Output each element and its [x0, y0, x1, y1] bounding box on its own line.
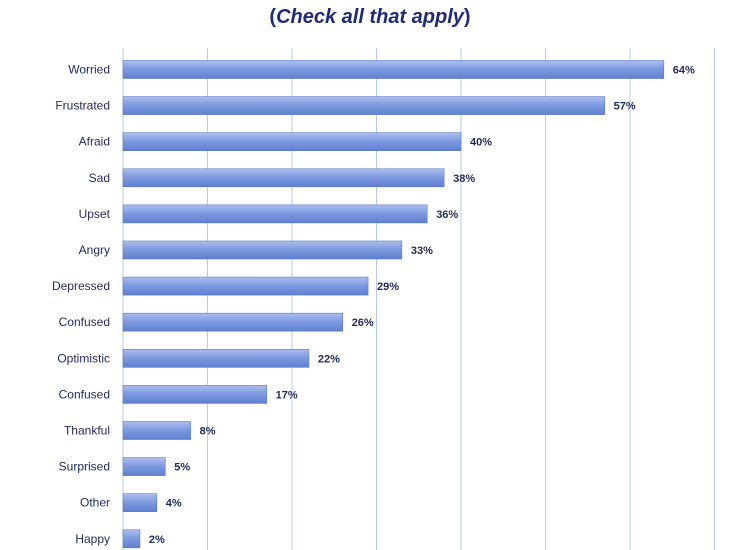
bar	[122, 312, 343, 332]
label-layer: Worried 64% Frustrated 57% Afraid 40% Sad 38% Up…	[52, 63, 695, 546]
category-label: Other	[80, 496, 110, 510]
bar	[122, 385, 267, 404]
category-label: Surprised	[59, 460, 110, 474]
value-label: 26%	[352, 317, 374, 329]
value-label: 38%	[453, 173, 475, 185]
category-label: Optimistic	[57, 351, 110, 365]
subtitle-close-paren: )	[463, 6, 471, 28]
bar	[122, 60, 665, 79]
bar	[122, 493, 158, 513]
bar	[122, 168, 445, 188]
value-label: 8%	[200, 426, 216, 438]
value-label: 40%	[470, 137, 492, 149]
category-label: Confused	[59, 387, 110, 401]
category-label: Angry	[79, 243, 110, 257]
bar	[122, 348, 310, 368]
bar	[122, 132, 462, 151]
subtitle-text: Check all that apply	[276, 6, 464, 28]
category-label: Upset	[79, 207, 111, 221]
bar	[122, 421, 191, 440]
category-label: Sad	[89, 171, 110, 185]
value-label: 5%	[174, 462, 190, 474]
grid-layer	[122, 48, 715, 550]
value-label: 57%	[614, 101, 636, 113]
bar	[122, 204, 428, 224]
bar	[122, 96, 605, 115]
value-label: 4%	[166, 498, 182, 510]
value-label: 17%	[276, 389, 298, 401]
bar	[122, 457, 166, 476]
bar	[122, 240, 403, 260]
bar-layer	[122, 60, 665, 549]
category-label: Frustrated	[55, 99, 110, 113]
category-label: Confused	[59, 315, 110, 329]
bar	[122, 529, 141, 549]
value-label: 33%	[411, 245, 433, 257]
value-label: 36%	[436, 209, 458, 221]
bar	[122, 276, 369, 296]
value-label: 29%	[377, 281, 399, 293]
value-label: 22%	[318, 353, 340, 365]
category-label: Depressed	[52, 279, 110, 293]
category-label: Worried	[68, 63, 110, 77]
category-label: Happy	[75, 532, 110, 546]
value-label: 64%	[673, 65, 695, 77]
chart-subtitle: (Check all that apply)	[0, 6, 740, 29]
category-label: Afraid	[79, 135, 110, 149]
subtitle-open-paren: (	[269, 6, 277, 28]
category-label: Thankful	[64, 424, 110, 438]
value-label: 2%	[149, 534, 165, 546]
